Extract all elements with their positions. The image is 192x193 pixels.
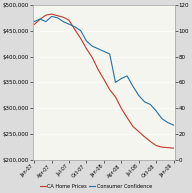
Legend: CA Home Prices, Consumer Confidence: CA Home Prices, Consumer Confidence xyxy=(38,181,154,190)
